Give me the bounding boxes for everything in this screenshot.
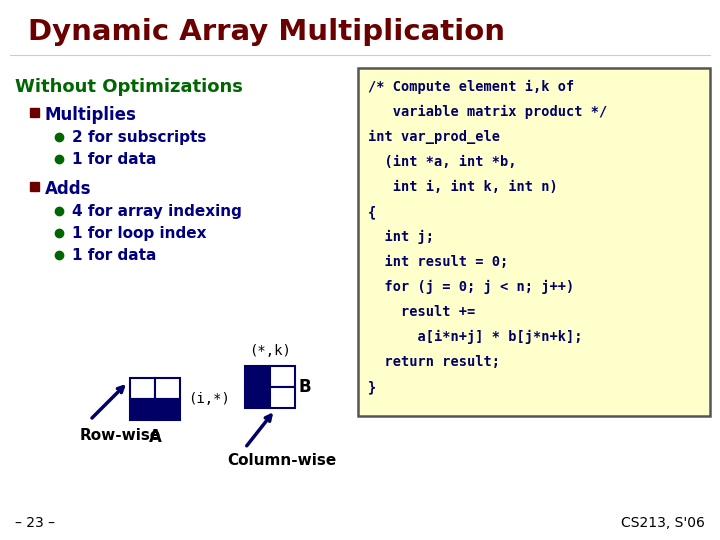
- Bar: [130, 378, 155, 399]
- Text: {: {: [368, 205, 377, 219]
- Text: CS213, S'06: CS213, S'06: [621, 516, 705, 530]
- Text: 2 for subscripts: 2 for subscripts: [72, 130, 207, 145]
- Text: }: }: [368, 380, 377, 394]
- Bar: [130, 399, 155, 420]
- Text: Without Optimizations: Without Optimizations: [15, 78, 243, 96]
- Bar: [30, 182, 39, 191]
- Bar: [155, 399, 180, 420]
- Text: (i,*): (i,*): [188, 392, 230, 406]
- Text: (*,k): (*,k): [249, 344, 291, 358]
- Text: int i, int k, int n): int i, int k, int n): [368, 180, 558, 194]
- Text: Dynamic Array Multiplication: Dynamic Array Multiplication: [28, 18, 505, 46]
- Bar: [245, 387, 270, 408]
- Text: 4 for array indexing: 4 for array indexing: [72, 204, 242, 219]
- Text: int j;: int j;: [368, 230, 434, 244]
- Text: /* Compute element i,k of: /* Compute element i,k of: [368, 80, 575, 94]
- Text: Row-wise: Row-wise: [80, 428, 161, 443]
- Text: 1 for data: 1 for data: [72, 152, 156, 167]
- Text: Adds: Adds: [45, 180, 91, 198]
- Text: 1 for data: 1 for data: [72, 248, 156, 263]
- Text: – 23 –: – 23 –: [15, 516, 55, 530]
- Bar: [155, 378, 180, 399]
- Text: 1 for loop index: 1 for loop index: [72, 226, 207, 241]
- Text: Multiplies: Multiplies: [45, 106, 137, 124]
- Text: result +=: result +=: [368, 305, 475, 319]
- Bar: [30, 108, 39, 117]
- Text: variable matrix product */: variable matrix product */: [368, 105, 607, 119]
- Text: a[i*n+j] * b[j*n+k];: a[i*n+j] * b[j*n+k];: [368, 330, 582, 344]
- Text: int var_prod_ele: int var_prod_ele: [368, 130, 500, 144]
- Text: int result = 0;: int result = 0;: [368, 255, 508, 269]
- Text: return result;: return result;: [368, 355, 500, 369]
- Bar: [245, 366, 270, 387]
- Text: B: B: [299, 378, 312, 396]
- Text: for (j = 0; j < n; j++): for (j = 0; j < n; j++): [368, 280, 575, 294]
- Text: Column-wise: Column-wise: [227, 453, 336, 468]
- Bar: [270, 366, 295, 387]
- Bar: [270, 387, 295, 408]
- Text: (int *a, int *b,: (int *a, int *b,: [368, 155, 516, 169]
- Text: A: A: [148, 428, 161, 446]
- Bar: [358, 68, 710, 416]
